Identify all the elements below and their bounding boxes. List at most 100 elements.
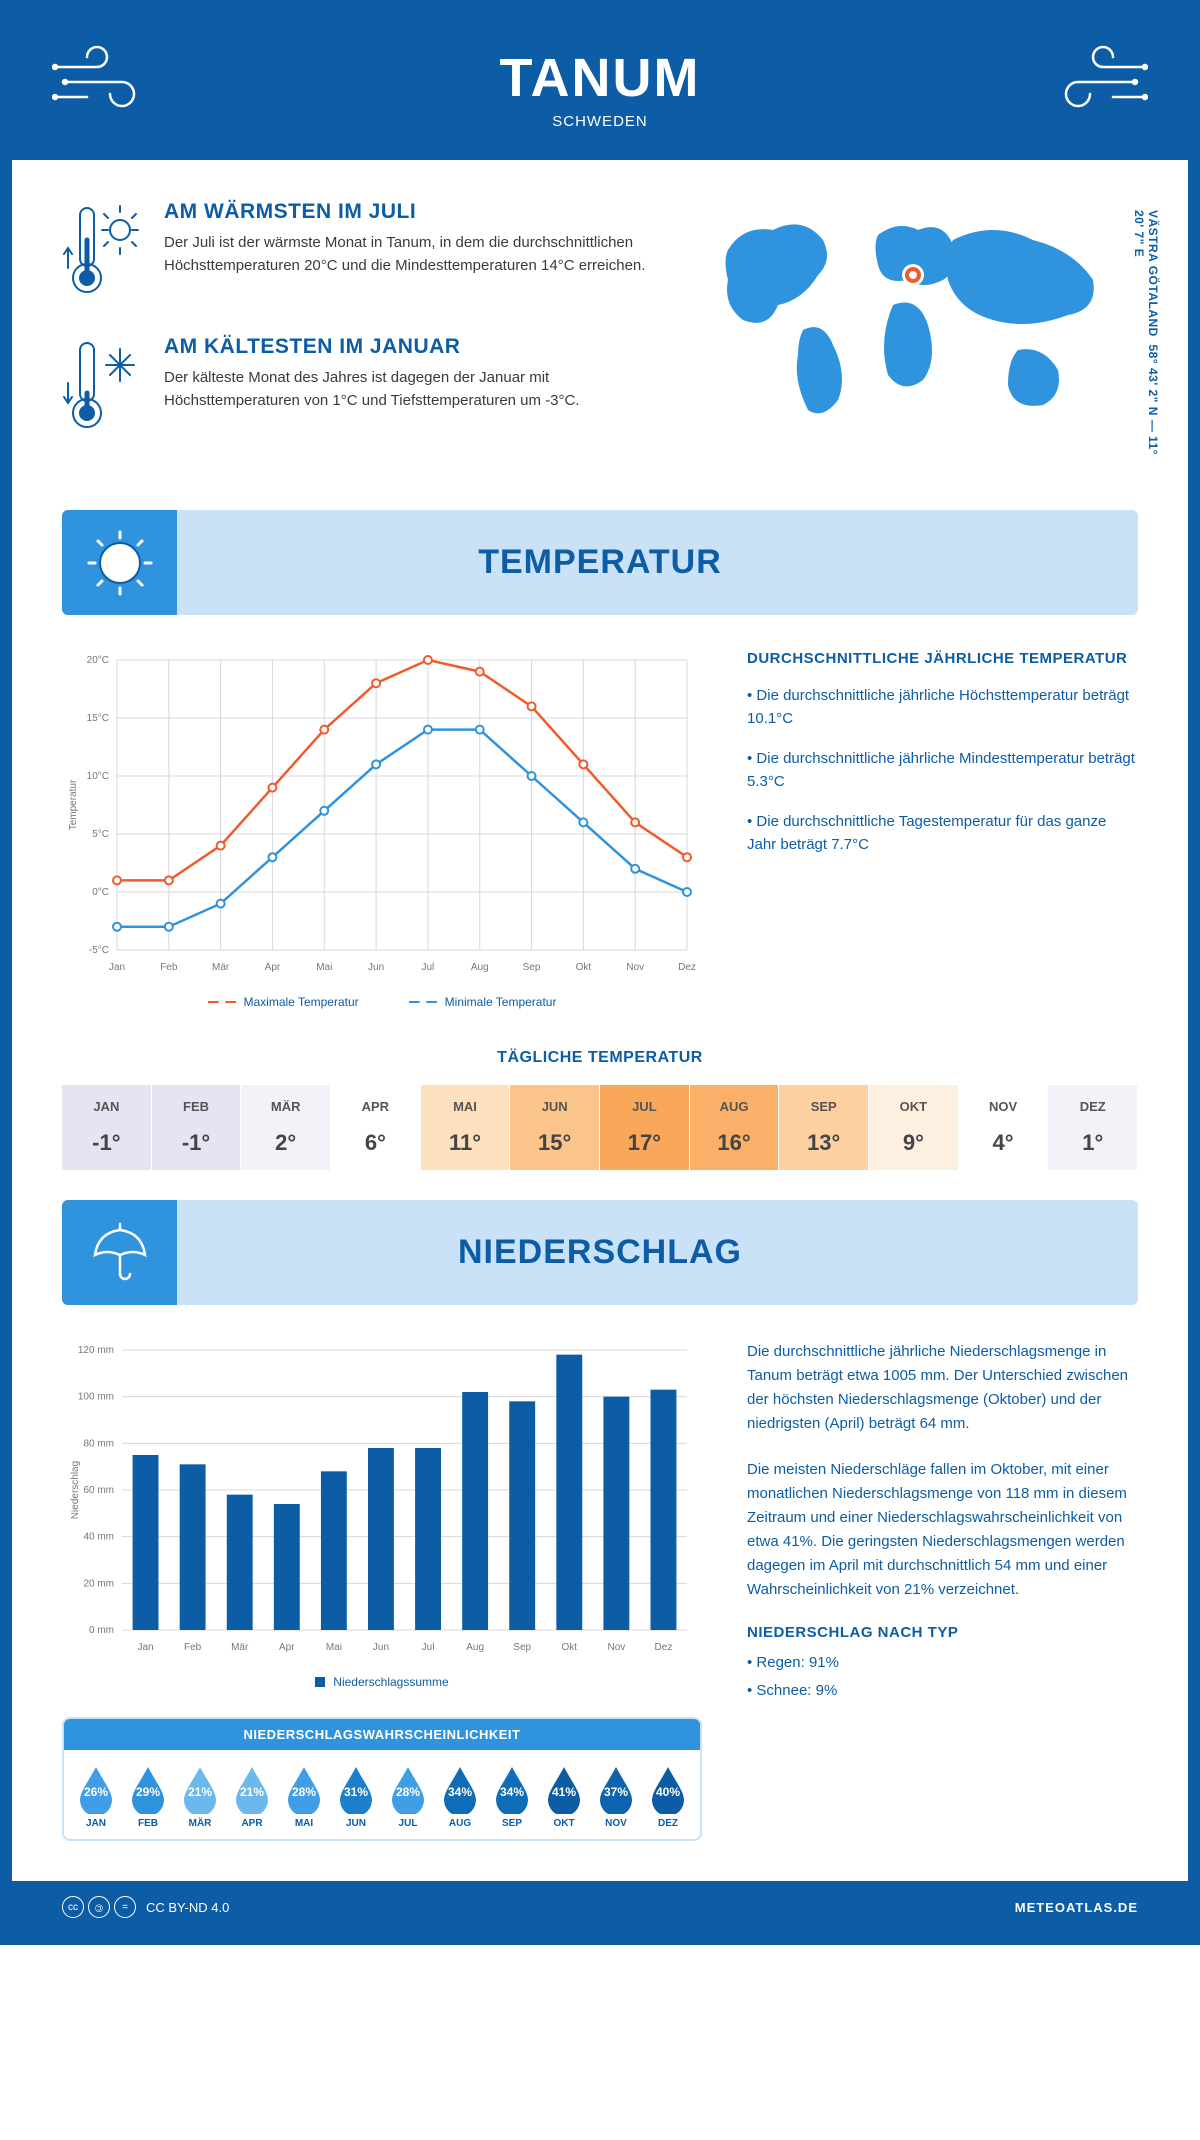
svg-text:100 mm: 100 mm [78, 1392, 114, 1403]
daily-cell: AUG16° [690, 1085, 780, 1170]
svg-text:40 mm: 40 mm [83, 1532, 114, 1543]
wind-icon-left [52, 42, 147, 117]
raindrop-icon: 21% [232, 1764, 272, 1814]
precip-info: Die durchschnittliche jährliche Niedersc… [747, 1340, 1138, 1841]
daily-cell: JUL17° [600, 1085, 690, 1170]
page-subtitle: SCHWEDEN [12, 113, 1188, 130]
svg-text:Apr: Apr [279, 1642, 295, 1653]
svg-text:5°C: 5°C [92, 829, 109, 840]
svg-text:Aug: Aug [466, 1642, 484, 1653]
prob-cell: 34%AUG [434, 1764, 486, 1829]
cold-title: AM KÄLTESTEN IM JANUAR [164, 335, 668, 359]
precip-legend: Niederschlagssumme [62, 1675, 702, 1689]
svg-text:Nov: Nov [607, 1642, 625, 1653]
daily-cell: FEB-1° [152, 1085, 242, 1170]
site-name: METEOATLAS.DE [1015, 1900, 1138, 1915]
svg-text:Mär: Mär [212, 962, 230, 973]
svg-text:Jul: Jul [422, 962, 435, 973]
svg-text:Sep: Sep [523, 962, 541, 973]
raindrop-icon: 37% [596, 1764, 636, 1814]
svg-text:Jun: Jun [373, 1642, 389, 1653]
temperature-chart: -5°C0°C5°C10°C15°C20°CJanFebMärAprMaiJun… [62, 650, 702, 1009]
svg-text:Temperatur: Temperatur [68, 779, 79, 830]
temp-section-banner: TEMPERATUR [62, 510, 1138, 615]
raindrop-icon: 34% [440, 1764, 480, 1814]
umbrella-icon [62, 1200, 177, 1305]
raindrop-icon: 26% [76, 1764, 116, 1814]
raindrop-icon: 29% [128, 1764, 168, 1814]
raindrop-icon: 28% [284, 1764, 324, 1814]
raindrop-icon: 28% [388, 1764, 428, 1814]
svg-text:80 mm: 80 mm [83, 1438, 114, 1449]
svg-text:Mai: Mai [326, 1642, 342, 1653]
daily-cell: APR6° [331, 1085, 421, 1170]
prob-cell: 34%SEP [486, 1764, 538, 1829]
sun-icon [62, 510, 177, 615]
svg-text:Jan: Jan [137, 1642, 153, 1653]
svg-text:10°C: 10°C [87, 771, 109, 782]
annual-temp-info: DURCHSCHNITTLICHE JÄHRLICHE TEMPERATUR •… [747, 650, 1138, 1009]
svg-text:15°C: 15°C [87, 713, 109, 724]
prob-cell: 21%MÄR [174, 1764, 226, 1829]
daily-cell: OKT9° [869, 1085, 959, 1170]
prob-cell: 21%APR [226, 1764, 278, 1829]
coordinates: VÄSTRA GÖTALAND 58° 43' 2" N — 11° 20' 7… [1132, 210, 1160, 470]
raindrop-icon: 40% [648, 1764, 688, 1814]
svg-text:Mai: Mai [316, 962, 332, 973]
svg-text:Aug: Aug [471, 962, 489, 973]
wind-icon-right [1053, 42, 1148, 117]
precipitation-chart: 0 mm 20 mm 40 mm 60 mm 80 mm 100 mm 120 mm Jan F… [62, 1340, 702, 1689]
thermometer-cold-icon [62, 335, 142, 440]
svg-text:Jun: Jun [368, 962, 384, 973]
prob-cell: 29%FEB [122, 1764, 174, 1829]
svg-text:0°C: 0°C [92, 887, 109, 898]
prob-cell: 37%NOV [590, 1764, 642, 1829]
svg-text:Dez: Dez [655, 1642, 673, 1653]
page-title: TANUM [12, 47, 1188, 109]
daily-cell: SEP13° [779, 1085, 869, 1170]
svg-text:20 mm: 20 mm [83, 1578, 114, 1589]
raindrop-icon: 31% [336, 1764, 376, 1814]
svg-text:Sep: Sep [513, 1642, 531, 1653]
header: TANUM SCHWEDEN [12, 12, 1188, 160]
prob-cell: 28%JUL [382, 1764, 434, 1829]
prob-cell: 26%JAN [70, 1764, 122, 1829]
daily-cell: MÄR2° [241, 1085, 331, 1170]
prob-cell: 41%OKT [538, 1764, 590, 1829]
daily-cell: MAI11° [421, 1085, 511, 1170]
daily-temp-title: TÄGLICHE TEMPERATUR [62, 1049, 1138, 1067]
prob-cell: 31%JUN [330, 1764, 382, 1829]
svg-text:0 mm: 0 mm [89, 1625, 114, 1636]
svg-text:120 mm: 120 mm [78, 1345, 114, 1356]
daily-cell: NOV4° [959, 1085, 1049, 1170]
svg-text:Feb: Feb [184, 1642, 202, 1653]
raindrop-icon: 34% [492, 1764, 532, 1814]
page-frame: TANUM SCHWEDEN AM WÄRMSTEN IM JULI Der J… [0, 0, 1200, 1945]
svg-text:Jul: Jul [422, 1642, 435, 1653]
prob-cell: 40%DEZ [642, 1764, 694, 1829]
raindrop-icon: 41% [544, 1764, 584, 1814]
svg-text:20°C: 20°C [87, 655, 109, 666]
temp-legend: Maximale Temperatur Minimale Temperatur [62, 995, 702, 1009]
daily-temp-table: JAN-1°FEB-1°MÄR2°APR6°MAI11°JUN15°JUL17°… [62, 1085, 1138, 1170]
svg-text:Feb: Feb [160, 962, 178, 973]
precip-section-banner: NIEDERSCHLAG [62, 1200, 1138, 1305]
raindrop-icon: 21% [180, 1764, 220, 1814]
svg-text:Okt: Okt [576, 962, 592, 973]
svg-text:Jan: Jan [109, 962, 125, 973]
cold-text: Der kälteste Monat des Jahres ist dagege… [164, 367, 668, 412]
svg-text:Nov: Nov [626, 962, 644, 973]
daily-cell: DEZ1° [1048, 1085, 1138, 1170]
license: cc🄯= CC BY-ND 4.0 [62, 1896, 229, 1918]
thermometer-hot-icon [62, 200, 142, 305]
precip-probability-box: NIEDERSCHLAGSWAHRSCHEINLICHKEIT 26%JAN 2… [62, 1717, 702, 1841]
svg-text:-5°C: -5°C [89, 945, 109, 956]
prob-cell: 28%MAI [278, 1764, 330, 1829]
svg-text:Mär: Mär [231, 1642, 249, 1653]
svg-text:60 mm: 60 mm [83, 1485, 114, 1496]
footer: cc🄯= CC BY-ND 4.0 METEOATLAS.DE [12, 1881, 1188, 1933]
daily-cell: JUN15° [510, 1085, 600, 1170]
daily-cell: JAN-1° [62, 1085, 152, 1170]
svg-text:Dez: Dez [678, 962, 696, 973]
svg-text:Niederschlag: Niederschlag [70, 1461, 81, 1519]
